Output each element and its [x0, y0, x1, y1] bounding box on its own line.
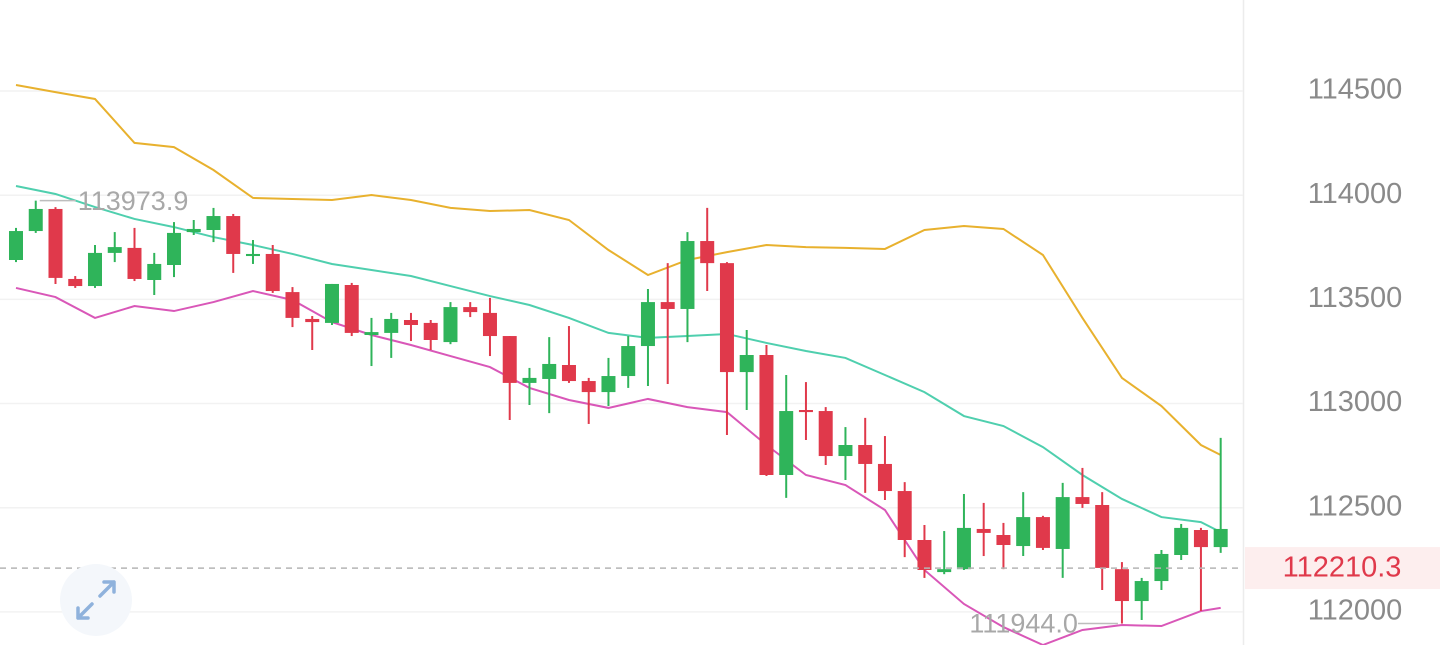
candle-body — [384, 318, 399, 333]
candle-body — [779, 411, 794, 475]
candle-body — [858, 445, 873, 464]
candle-body — [403, 320, 418, 325]
expand-button[interactable] — [60, 564, 132, 636]
candle-body — [818, 411, 833, 457]
y-tick-label: 112500 — [1308, 490, 1403, 522]
candle-body — [147, 263, 162, 280]
candle-body — [700, 241, 715, 264]
candle-body — [443, 307, 458, 343]
candle-body — [1016, 517, 1031, 547]
overlay: 113973.9 111944.0 112210.3 — [0, 186, 1440, 639]
candle-body — [107, 247, 122, 253]
candle-body — [87, 252, 102, 287]
y-tick-label: 112000 — [1308, 595, 1403, 627]
candle-body — [976, 528, 991, 533]
expand-bg — [60, 564, 132, 636]
y-tick-label: 113500 — [1308, 282, 1403, 314]
candle-body — [8, 231, 23, 260]
y-tick-label: 114500 — [1308, 74, 1403, 106]
annotation-label: 113973.9 — [78, 186, 189, 216]
band-line — [15, 185, 1222, 533]
candle-body — [28, 208, 43, 232]
candle-body — [245, 253, 260, 257]
candle-body — [877, 463, 892, 492]
candle-body — [226, 216, 241, 254]
candle-body — [621, 346, 636, 377]
candle-body — [739, 355, 754, 373]
candle-body — [581, 381, 596, 393]
candle-body — [344, 285, 359, 333]
y-tick-label: 113000 — [1308, 386, 1403, 418]
candle-body — [660, 302, 675, 309]
candle-body — [1134, 581, 1149, 602]
candle-body — [522, 377, 537, 383]
candle-body — [1035, 517, 1050, 548]
candles — [8, 200, 1228, 624]
candle-body — [719, 263, 734, 373]
candle-body — [482, 312, 497, 337]
candle-body — [1055, 497, 1070, 549]
candle-body — [1095, 505, 1110, 568]
candle-body — [996, 535, 1011, 545]
y-tick-label: 114000 — [1308, 178, 1403, 210]
candle-body — [798, 410, 813, 413]
candle-body — [68, 278, 83, 287]
candle-body — [838, 445, 853, 457]
candle-body — [305, 318, 320, 323]
candle-body — [1075, 497, 1090, 504]
grid: 112000 112500 113000 113500 114000 114500 — [0, 74, 1402, 627]
candle-body — [186, 228, 201, 233]
candle-body — [502, 336, 517, 383]
candle-body — [917, 540, 932, 570]
candle-body — [463, 307, 478, 313]
candle-body — [956, 527, 971, 570]
expand-icon — [76, 580, 116, 620]
candle-body — [640, 302, 655, 347]
last-price-label: 112210.3 — [1283, 552, 1402, 584]
candle-body — [1213, 528, 1228, 548]
candle-body — [423, 322, 438, 340]
candle-body — [324, 283, 339, 323]
candle-body — [364, 332, 379, 335]
candle-body — [127, 247, 142, 279]
candle-body — [1114, 569, 1129, 602]
candle-body — [561, 365, 576, 382]
band-line — [15, 84, 1222, 456]
annotation-label: 111944.0 — [969, 609, 1078, 639]
candle-body — [166, 232, 181, 265]
candle-body — [897, 491, 912, 540]
candle-body — [601, 376, 616, 393]
candle-body — [1154, 553, 1169, 582]
candle-body — [680, 241, 695, 309]
candle-body — [265, 253, 280, 292]
candle-body — [285, 292, 300, 318]
bands — [15, 84, 1222, 645]
candle-body — [48, 208, 63, 278]
candle-body — [937, 569, 952, 573]
candle-body — [206, 216, 221, 230]
candle-body — [542, 363, 557, 379]
last-price-box — [1245, 547, 1440, 590]
candle-body — [1174, 527, 1189, 555]
band-line — [15, 286, 1221, 645]
candle-body — [759, 355, 774, 475]
candle-body — [1193, 530, 1208, 548]
